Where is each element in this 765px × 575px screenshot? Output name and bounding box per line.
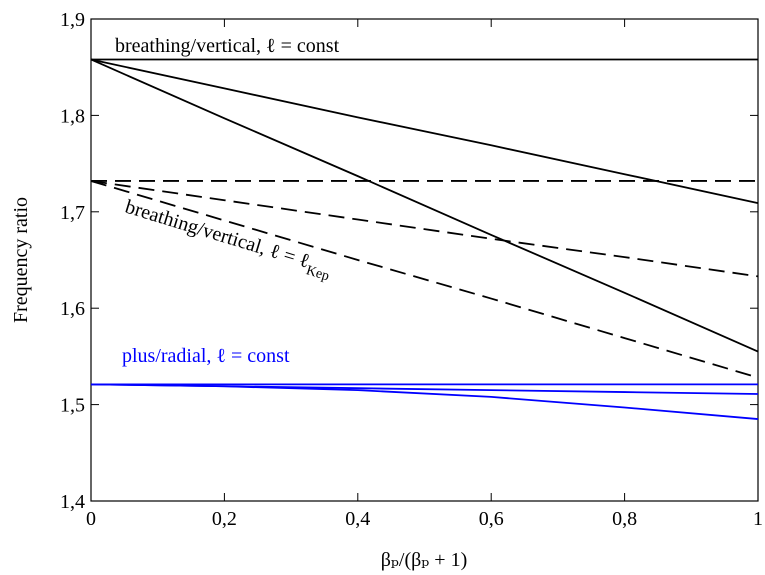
annotation-text: breathing/vertical, ℓ = ℓ bbox=[123, 196, 313, 273]
series-line bbox=[90, 180, 759, 278]
annotation: breathing/vertical, ℓ = const bbox=[115, 35, 340, 57]
annotation-text: plus/radial, ℓ = const bbox=[122, 345, 290, 367]
x-tick-label: 0,4 bbox=[345, 508, 370, 530]
x-axis-label: βₚ/(βₚ + 1) bbox=[381, 549, 468, 571]
series-line bbox=[90, 180, 759, 379]
annotation-text: breathing/vertical, ℓ = const bbox=[115, 35, 340, 57]
x-tick-label: 0 bbox=[86, 508, 96, 530]
x-tick-label: 0,8 bbox=[612, 508, 637, 530]
series-line bbox=[90, 383, 759, 420]
y-tick-label: 1,8 bbox=[60, 105, 85, 127]
y-axis-label: Frequency ratio bbox=[10, 197, 32, 323]
annotation: plus/radial, ℓ = const bbox=[122, 345, 290, 367]
plot-frame bbox=[90, 18, 759, 502]
y-tick-label: 1,7 bbox=[60, 202, 85, 224]
annotation-subscript: Kep bbox=[304, 263, 331, 284]
y-tick-label: 1,6 bbox=[60, 298, 85, 320]
y-tick-label: 1,4 bbox=[60, 491, 85, 513]
y-tick-label: 1,9 bbox=[60, 9, 85, 31]
x-tick-label: 0,2 bbox=[212, 508, 237, 530]
series-line bbox=[90, 58, 759, 205]
x-tick-label: 0,6 bbox=[479, 508, 504, 530]
annotation: breathing/vertical, ℓ = ℓKep bbox=[121, 196, 334, 285]
series-line bbox=[90, 58, 759, 353]
y-tick-label: 1,5 bbox=[60, 395, 85, 417]
x-tick-label: 1 bbox=[753, 508, 763, 530]
